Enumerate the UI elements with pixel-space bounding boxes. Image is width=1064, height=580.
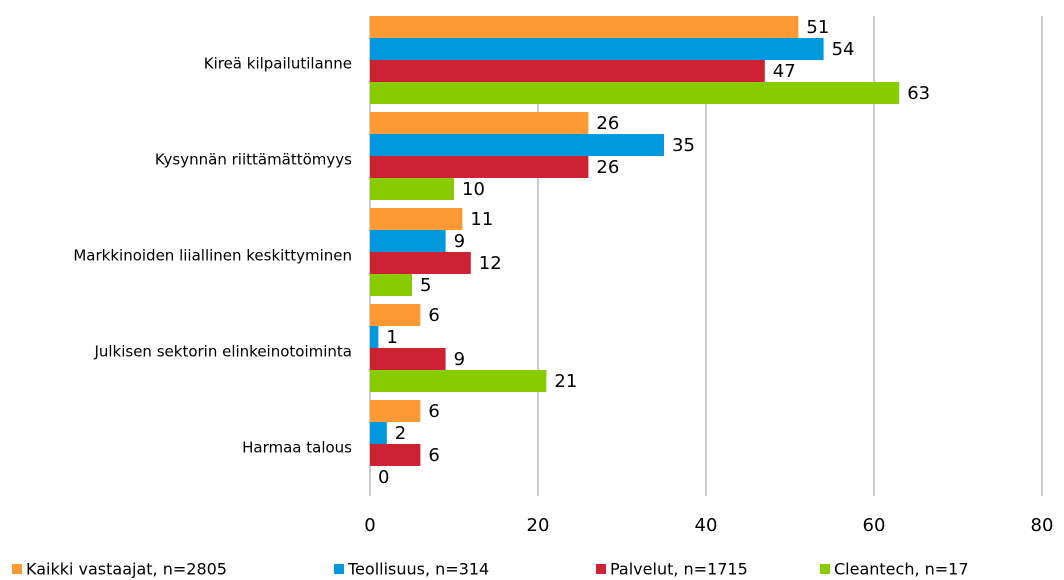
- value-label: 6: [428, 401, 439, 422]
- value-label: 35: [672, 135, 695, 156]
- value-label: 6: [428, 305, 439, 326]
- bar: [370, 252, 471, 274]
- bar: [370, 38, 824, 60]
- x-tick-label: 0: [364, 515, 375, 536]
- legend-label: Teollisuus, n=314: [347, 560, 489, 579]
- x-tick-label: 80: [1031, 515, 1054, 536]
- value-label: 47: [773, 61, 796, 82]
- value-label: 2: [395, 423, 406, 444]
- value-label: 26: [596, 113, 619, 134]
- x-tick-label: 60: [863, 515, 886, 536]
- value-label: 26: [596, 157, 619, 178]
- legend-label: Palvelut, n=1715: [610, 560, 748, 579]
- bar: [370, 208, 463, 230]
- value-label: 5: [420, 275, 431, 296]
- bar: [370, 400, 421, 422]
- value-label: 21: [554, 371, 577, 392]
- legend-label: Cleantech, n=17: [834, 560, 969, 579]
- bar: [370, 82, 900, 104]
- bar: [370, 230, 446, 252]
- value-label: 63: [907, 83, 930, 104]
- legend-swatch: [820, 564, 830, 574]
- value-label: 51: [806, 17, 829, 38]
- bar: [370, 112, 589, 134]
- value-label: 10: [462, 179, 485, 200]
- legend-label: Kaikki vastaajat, n=2805: [26, 560, 227, 579]
- x-tick-label: 40: [695, 515, 718, 536]
- bar: [370, 156, 589, 178]
- bar: [370, 16, 799, 38]
- bar: [370, 134, 664, 156]
- category-label: Kireä kilpailutilanne: [204, 55, 352, 73]
- bar: [370, 304, 421, 326]
- value-label: 0: [378, 467, 389, 488]
- value-label: 54: [832, 39, 855, 60]
- category-label: Kysynnän riittämättömyys: [155, 151, 352, 169]
- x-tick-label: 20: [527, 515, 550, 536]
- category-label: Harmaa talous: [242, 439, 352, 457]
- legend-swatch: [596, 564, 606, 574]
- value-label: 9: [454, 231, 465, 252]
- value-label: 11: [470, 209, 493, 230]
- bar: [370, 370, 547, 392]
- legend-swatch: [334, 564, 344, 574]
- value-label: 1: [386, 327, 397, 348]
- legend-swatch: [12, 564, 22, 574]
- category-label: Julkisen sektorin elinkeinotoiminta: [93, 343, 352, 361]
- category-label: Markkinoiden liiallinen keskittyminen: [73, 247, 352, 265]
- value-label: 6: [428, 445, 439, 466]
- bar: [370, 274, 412, 296]
- bar: [370, 326, 379, 348]
- bar: [370, 444, 421, 466]
- value-label: 9: [454, 349, 465, 370]
- bar: [370, 178, 454, 200]
- bar: [370, 348, 446, 370]
- bar: [370, 60, 765, 82]
- value-label: 12: [479, 253, 502, 274]
- bar: [370, 422, 387, 444]
